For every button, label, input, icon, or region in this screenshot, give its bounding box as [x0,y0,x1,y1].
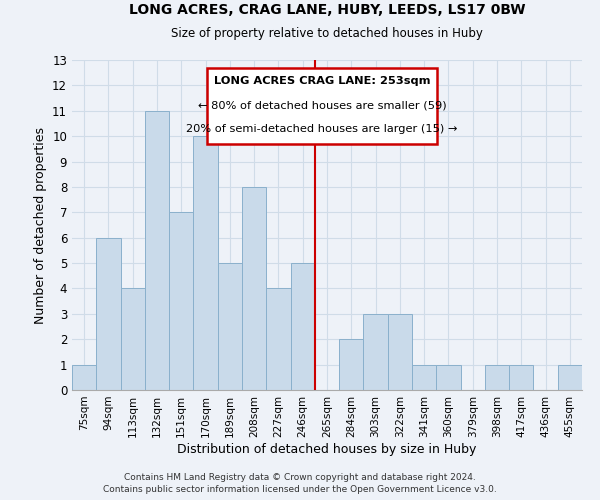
Bar [242,187,266,390]
Bar [412,364,436,390]
Bar [193,136,218,390]
Bar [436,364,461,390]
Bar [169,212,193,390]
Bar [145,111,169,390]
Bar [96,238,121,390]
Y-axis label: Number of detached properties: Number of detached properties [34,126,47,324]
Bar [485,364,509,390]
Text: LONG ACRES, CRAG LANE, HUBY, LEEDS, LS17 0BW: LONG ACRES, CRAG LANE, HUBY, LEEDS, LS17… [129,3,525,17]
Bar [339,339,364,390]
Text: Size of property relative to detached houses in Huby: Size of property relative to detached ho… [171,27,483,40]
Bar [558,364,582,390]
Bar [509,364,533,390]
Bar [388,314,412,390]
Bar [266,288,290,390]
Text: ← 80% of detached houses are smaller (59): ← 80% of detached houses are smaller (59… [197,100,446,110]
Bar [218,263,242,390]
Text: Contains public sector information licensed under the Open Government Licence v3: Contains public sector information licen… [103,486,497,494]
Bar [364,314,388,390]
FancyBboxPatch shape [207,68,437,144]
Text: Contains HM Land Registry data © Crown copyright and database right 2024.: Contains HM Land Registry data © Crown c… [124,473,476,482]
Bar [121,288,145,390]
Text: LONG ACRES CRAG LANE: 253sqm: LONG ACRES CRAG LANE: 253sqm [214,76,430,86]
Bar [290,263,315,390]
X-axis label: Distribution of detached houses by size in Huby: Distribution of detached houses by size … [178,442,476,456]
Bar [72,364,96,390]
Text: 20% of semi-detached houses are larger (15) →: 20% of semi-detached houses are larger (… [186,124,458,134]
